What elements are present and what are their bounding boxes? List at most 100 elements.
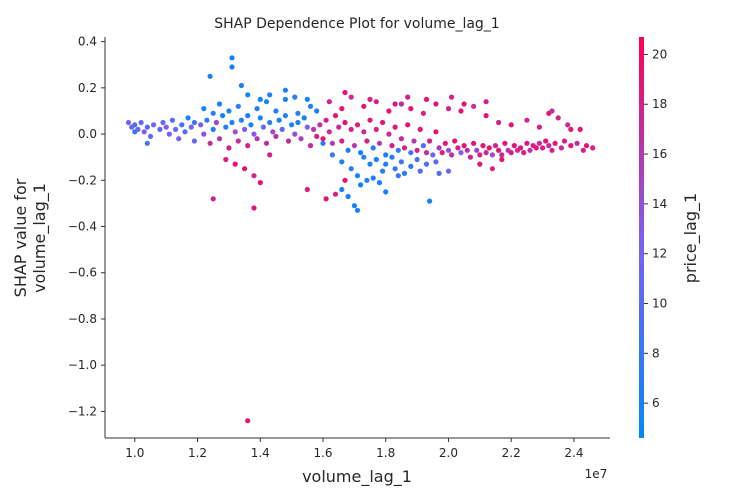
scatter-point (179, 122, 185, 128)
scatter-point (345, 147, 351, 153)
scatter-point (508, 122, 514, 128)
scatter-point (336, 124, 342, 130)
scatter-point (439, 150, 445, 156)
scatter-point (166, 131, 172, 137)
scatter-point (398, 136, 404, 142)
scatter-point (502, 140, 508, 146)
scatter-point (289, 122, 295, 128)
scatter-point (147, 133, 154, 139)
y-axis-label: SHAP value for volume_lag_1 (11, 178, 50, 297)
scatter-point (496, 147, 502, 153)
scatter-point (235, 138, 241, 144)
scatter-point (216, 101, 223, 107)
scatter-point (251, 131, 257, 137)
scatter-point (169, 117, 175, 123)
scatter-point (395, 147, 401, 153)
scatter-point (411, 138, 417, 144)
scatter-point (245, 113, 251, 119)
x-axis-offset-label: 1e7 (585, 467, 608, 481)
scatter-point (210, 110, 216, 116)
y-tick-label: 0.2 (78, 81, 97, 95)
scatter-point (449, 94, 455, 100)
scatter-point (489, 152, 495, 158)
scatter-point (524, 117, 530, 123)
colorbar-tick-label: 12 (652, 247, 667, 261)
y-tick-label: 0.0 (78, 127, 97, 141)
scatter-point (176, 136, 182, 142)
scatter-point (358, 150, 364, 156)
scatter-point (521, 150, 527, 156)
scatter-point (420, 110, 426, 116)
scatter-point (408, 150, 414, 156)
scatter-point (483, 113, 489, 119)
scatter-point (282, 87, 288, 93)
scatter-point (452, 138, 458, 144)
scatter-point (348, 126, 354, 132)
x-axis-ticks: 1.0 1.2 1.4 1.6 1.8 2.0 2.2 2.4 (125, 438, 583, 460)
scatter-point (339, 159, 345, 165)
scatter-point (367, 117, 373, 123)
scatter-point (257, 115, 263, 121)
scatter-point (380, 119, 386, 126)
scatter-point (533, 145, 539, 151)
scatter-point (474, 147, 480, 153)
scatter-point (144, 124, 150, 130)
y-tick-label: 0.4 (78, 35, 97, 49)
scatter-point (389, 154, 395, 160)
scatter-point (257, 96, 263, 102)
scatter-point (499, 152, 505, 158)
scatter-point (383, 161, 389, 167)
x-tick-label: 2.0 (439, 446, 458, 460)
scatter-point (480, 143, 486, 149)
scatter-point (226, 108, 232, 114)
scatter-point (351, 203, 357, 209)
scatter-point (248, 122, 254, 128)
scatter-point (329, 140, 335, 146)
scatter-point (314, 108, 320, 114)
scatter-point (242, 126, 248, 132)
scatter-point (427, 198, 433, 204)
scatter-point (549, 108, 555, 114)
scatter-point (449, 152, 455, 158)
scatter-point (339, 138, 345, 144)
x-tick-label: 2.2 (502, 446, 521, 460)
x-tick-label: 1.6 (313, 446, 332, 460)
scatter-point (367, 96, 373, 102)
scatter-point (201, 106, 207, 112)
scatter-point (279, 126, 285, 132)
colorbar (639, 37, 644, 438)
scatter-point (558, 145, 565, 151)
scatter-point (267, 119, 273, 126)
scatter-point (524, 140, 530, 146)
scatter-point (204, 117, 210, 123)
scatter-point (590, 145, 596, 151)
scatter-point (304, 124, 310, 130)
scatter-point (536, 140, 543, 146)
scatter-point (471, 140, 477, 146)
scatter-point (499, 156, 505, 163)
scatter-point (536, 124, 543, 130)
scatter-point (138, 119, 144, 126)
scatter-point (555, 115, 561, 121)
scatter-point (292, 94, 298, 100)
scatter-point (141, 129, 147, 135)
scatter-point (395, 173, 401, 179)
scatter-point (392, 124, 398, 130)
scatter-point (216, 136, 223, 142)
scatter-point (574, 140, 580, 146)
y-axis-label-line-1: SHAP value for (11, 178, 30, 297)
scatter-point (433, 129, 439, 135)
scatter-point (210, 196, 216, 202)
scatter-point (326, 129, 332, 135)
scatter-point (332, 113, 339, 119)
scatter-point (354, 122, 361, 128)
scatter-point (207, 73, 213, 79)
scatter-point (565, 122, 571, 128)
scatter-point (445, 147, 452, 153)
scatter-point (577, 126, 583, 132)
colorbar-tick-label: 6 (652, 396, 660, 410)
scatter-point (320, 140, 326, 146)
scatter-point (467, 154, 473, 160)
scatter-point (361, 103, 367, 109)
